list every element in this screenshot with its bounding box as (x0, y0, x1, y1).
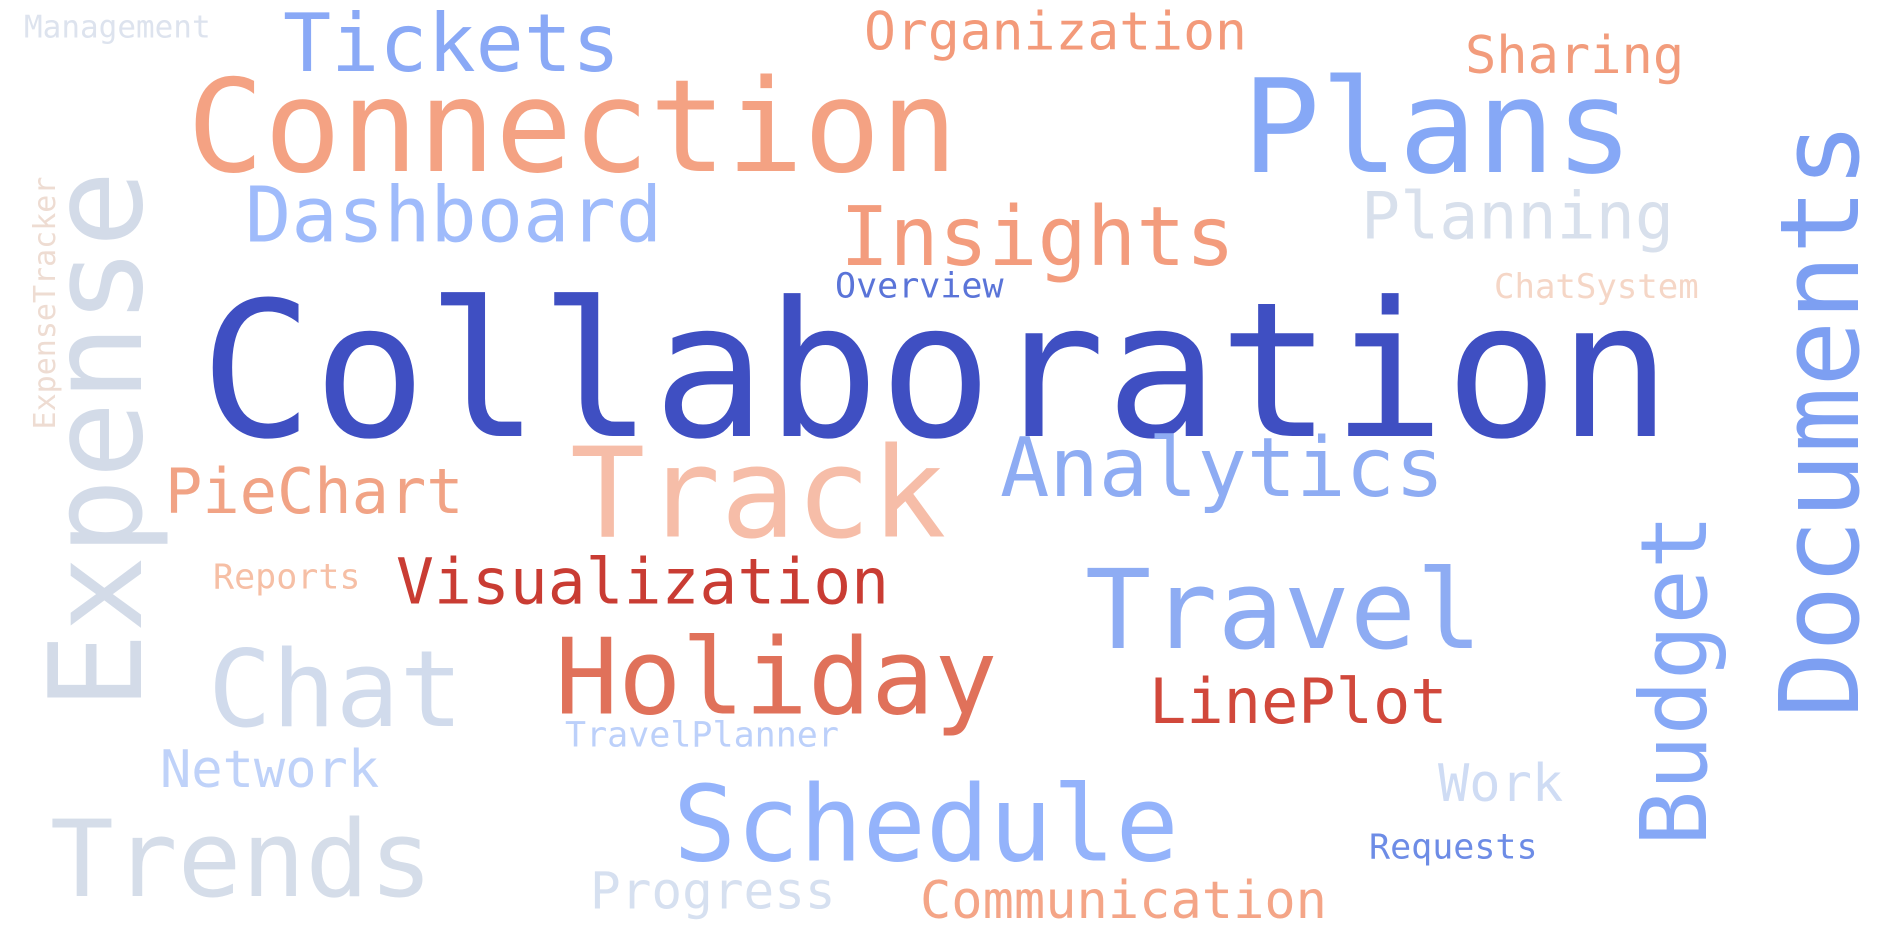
word-chat: Chat (208, 628, 464, 751)
word-collaboration: Collaboration (200, 262, 1672, 481)
word-lineplot: LinePlot (1149, 665, 1448, 738)
word-reports: Reports (213, 557, 361, 598)
word-insights: Insights (840, 190, 1235, 285)
word-connection: Connection (187, 53, 958, 202)
word-chatsystem: ChatSystem (1494, 267, 1699, 307)
word-piechart: PieChart (165, 455, 464, 528)
word-organization: Organization (864, 1, 1247, 63)
word-communication: Communication (920, 871, 1327, 931)
word-tickets: Tickets (283, 0, 621, 90)
word-requests: Requests (1369, 827, 1538, 868)
word-work: Work (1438, 754, 1564, 814)
word-documents: Documents (1756, 121, 1884, 719)
word-schedule: Schedule (673, 763, 1179, 886)
word-network: Network (160, 740, 380, 800)
word-plans: Plans (1242, 51, 1634, 203)
word-dashboard: Dashboard (245, 171, 663, 261)
word-planning: Planning (1361, 179, 1675, 255)
word-expensetracker: ExpenseTracker (28, 176, 63, 430)
word-analytics: Analytics (1000, 421, 1445, 516)
word-travelplanner: TravelPlanner (565, 715, 839, 756)
word-progress: Progress (590, 862, 836, 922)
word-trends: Trends (50, 798, 433, 921)
word-overview: Overview (835, 266, 1004, 307)
word-visualization: Visualization (396, 545, 890, 619)
word-management: Management (24, 9, 211, 46)
word-holiday: Holiday (555, 616, 998, 739)
word-track: Track (570, 421, 947, 567)
word-budget: Budget (1621, 513, 1728, 847)
word-travel: Travel (1085, 546, 1483, 674)
word-sharing: Sharing (1465, 26, 1685, 86)
